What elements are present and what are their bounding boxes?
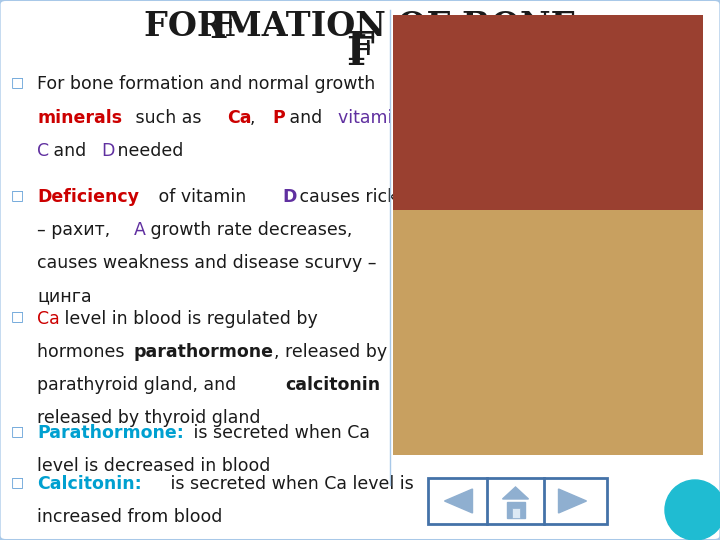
Text: calcitonin: calcitonin bbox=[285, 376, 380, 394]
FancyBboxPatch shape bbox=[393, 15, 703, 210]
Text: is secreted when Ca level is: is secreted when Ca level is bbox=[165, 475, 414, 493]
Text: increased from blood: increased from blood bbox=[37, 508, 222, 526]
Text: Deficiency: Deficiency bbox=[37, 188, 139, 206]
FancyBboxPatch shape bbox=[511, 508, 520, 518]
Text: □: □ bbox=[11, 309, 24, 323]
Text: of vitamin: of vitamin bbox=[153, 188, 252, 206]
Text: and: and bbox=[284, 109, 328, 126]
Text: parathormone: parathormone bbox=[134, 342, 274, 361]
Polygon shape bbox=[503, 487, 528, 499]
Text: □: □ bbox=[11, 188, 24, 202]
Text: FORMATION OF BONE: FORMATION OF BONE bbox=[144, 10, 576, 43]
Text: Ca: Ca bbox=[227, 109, 252, 126]
Text: For bone formation and normal growth: For bone formation and normal growth bbox=[37, 76, 375, 93]
Text: minerals: minerals bbox=[37, 109, 122, 126]
Text: level is decreased in blood: level is decreased in blood bbox=[37, 457, 271, 475]
Text: such as: such as bbox=[130, 109, 207, 126]
Text: ,: , bbox=[445, 109, 451, 126]
Text: FORMATION OF BONE: FORMATION OF BONE bbox=[109, 30, 611, 68]
Text: цинга: цинга bbox=[37, 287, 91, 305]
Text: growth rate decreases,: growth rate decreases, bbox=[145, 221, 358, 239]
Text: D: D bbox=[283, 188, 297, 206]
Text: ,: , bbox=[401, 376, 407, 394]
Text: D: D bbox=[102, 141, 115, 159]
Text: □: □ bbox=[11, 76, 24, 90]
Text: F: F bbox=[346, 35, 374, 73]
Text: , released by: , released by bbox=[274, 342, 387, 361]
Text: released by thyroid gland: released by thyroid gland bbox=[37, 409, 261, 427]
Text: Parathormone:: Parathormone: bbox=[37, 424, 184, 442]
Polygon shape bbox=[444, 489, 472, 513]
Text: hormones: hormones bbox=[37, 342, 130, 361]
Text: is secreted when Ca: is secreted when Ca bbox=[189, 424, 370, 442]
FancyBboxPatch shape bbox=[428, 478, 607, 524]
Text: and: and bbox=[48, 141, 91, 159]
Text: P: P bbox=[272, 109, 284, 126]
FancyBboxPatch shape bbox=[506, 502, 524, 518]
Text: C: C bbox=[403, 221, 415, 239]
Text: level in blood is regulated by: level in blood is regulated by bbox=[58, 309, 318, 328]
Text: □: □ bbox=[11, 475, 24, 489]
Text: □: □ bbox=[11, 424, 24, 438]
FancyBboxPatch shape bbox=[393, 160, 703, 455]
Text: vitamins A: vitamins A bbox=[338, 109, 429, 126]
Text: causes rickets: causes rickets bbox=[294, 188, 424, 206]
Polygon shape bbox=[559, 489, 587, 513]
Text: F: F bbox=[209, 9, 235, 46]
Text: Ca: Ca bbox=[37, 309, 60, 328]
Text: ,: , bbox=[251, 109, 261, 126]
Text: Calcitonin:: Calcitonin: bbox=[37, 475, 142, 493]
Text: A: A bbox=[134, 221, 146, 239]
Text: – рахит,: – рахит, bbox=[37, 221, 116, 239]
Text: parathyroid gland, and: parathyroid gland, and bbox=[37, 376, 242, 394]
Circle shape bbox=[665, 480, 720, 540]
Text: needed: needed bbox=[112, 141, 184, 159]
Text: causes weakness and disease scurvy –: causes weakness and disease scurvy – bbox=[37, 254, 377, 272]
Text: C: C bbox=[37, 141, 49, 159]
Text: F: F bbox=[346, 30, 374, 68]
